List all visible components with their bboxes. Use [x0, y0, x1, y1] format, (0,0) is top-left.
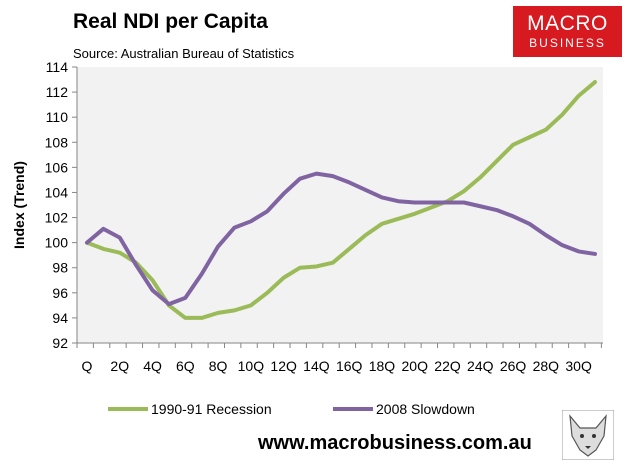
x-tick-label: 6Q [176, 358, 195, 374]
x-tick-label: 22Q [434, 358, 461, 374]
legend-label-0: 1990-91 Recession [151, 401, 272, 417]
y-tick-label: 106 [45, 159, 69, 175]
y-tick-label: 110 [46, 109, 69, 125]
x-tick-label: 16Q [336, 358, 363, 374]
macrobusiness-logo: MACRO BUSINESS [513, 6, 622, 57]
y-axis-label: Index (Trend) [11, 161, 27, 249]
y-tick-label: 94 [52, 310, 68, 326]
logo-line2: BUSINESS [529, 36, 606, 50]
legend-label-1: 2008 Slowdown [376, 401, 475, 417]
y-tick-label: 112 [46, 84, 69, 100]
x-tick-label: 10Q [238, 358, 265, 374]
series-line-1 [85, 171, 597, 307]
x-tick-label: 28Q [533, 358, 560, 374]
x-tick-label: 14Q [303, 358, 330, 374]
chart-subtitle: Source: Australian Bureau of Statistics [73, 46, 295, 61]
x-tick-label: 2Q [110, 358, 129, 374]
y-tick-label: 98 [52, 260, 68, 276]
x-tick-label: 12Q [270, 358, 297, 374]
y-tick-label: 104 [45, 184, 69, 200]
x-tick-label: 20Q [402, 358, 429, 374]
y-tick-label: 92 [52, 335, 68, 351]
x-tick-label: 8Q [209, 358, 228, 374]
series-line-0 [85, 80, 597, 320]
plot-area [77, 67, 603, 343]
x-tick-label: 30Q [565, 358, 592, 374]
y-tick-label: 96 [52, 285, 68, 301]
x-tick-label: 4Q [143, 358, 162, 374]
x-tick-label: Q [82, 358, 93, 374]
y-tick-label: 114 [46, 59, 69, 75]
y-tick-label: 108 [45, 134, 69, 150]
x-tick-label: 18Q [369, 358, 396, 374]
y-tick-label: 102 [45, 210, 69, 226]
chart-title: Real NDI per Capita [73, 10, 268, 33]
x-tick-label: 24Q [467, 358, 494, 374]
x-tick-label: 26Q [500, 358, 527, 374]
y-tick-label: 100 [45, 235, 69, 251]
footer-url: www.macrobusiness.com.au [258, 432, 532, 454]
logo-line1: MACRO [527, 12, 608, 35]
wolf-logo-icon [562, 410, 614, 460]
